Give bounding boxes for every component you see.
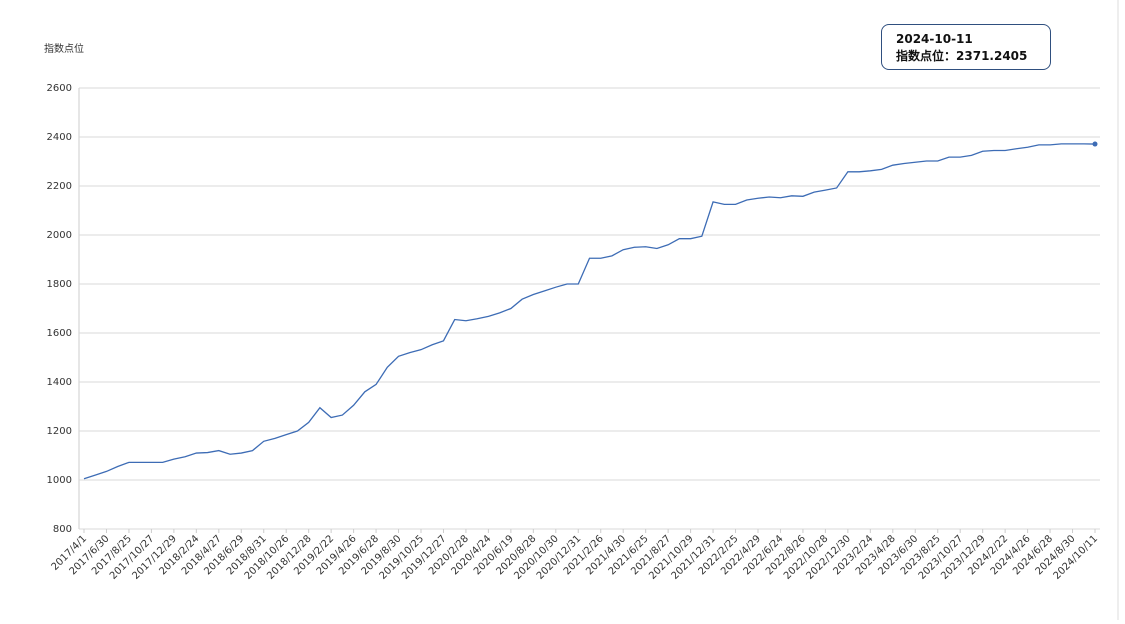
- y-tick-label: 800: [53, 524, 72, 535]
- y-tick-label: 2600: [47, 83, 72, 94]
- highlight-point: [1092, 141, 1098, 147]
- tooltip-title: 2024-10-11: [896, 32, 973, 46]
- y-tick-label: 1000: [47, 475, 72, 486]
- tooltip-label: 指数点位：: [896, 49, 957, 63]
- line-series: [83, 143, 1096, 480]
- y-tick-label: 1600: [47, 328, 72, 339]
- y-tick-label: 1200: [47, 426, 72, 437]
- y-axis-label: 指数点位: [44, 42, 84, 55]
- y-tick-label: 2000: [47, 230, 72, 241]
- y-tick-label: 1400: [47, 377, 72, 388]
- tooltip: 2024-10-11 指数点位：2371.2405: [881, 24, 1051, 70]
- y-tick-label: 2200: [47, 181, 72, 192]
- tooltip-value: 2371.2405: [956, 49, 1028, 63]
- y-tick-label: 1800: [47, 279, 72, 290]
- tooltip-row: 指数点位：2371.2405: [896, 48, 1036, 65]
- y-tick-label: 2400: [47, 132, 72, 143]
